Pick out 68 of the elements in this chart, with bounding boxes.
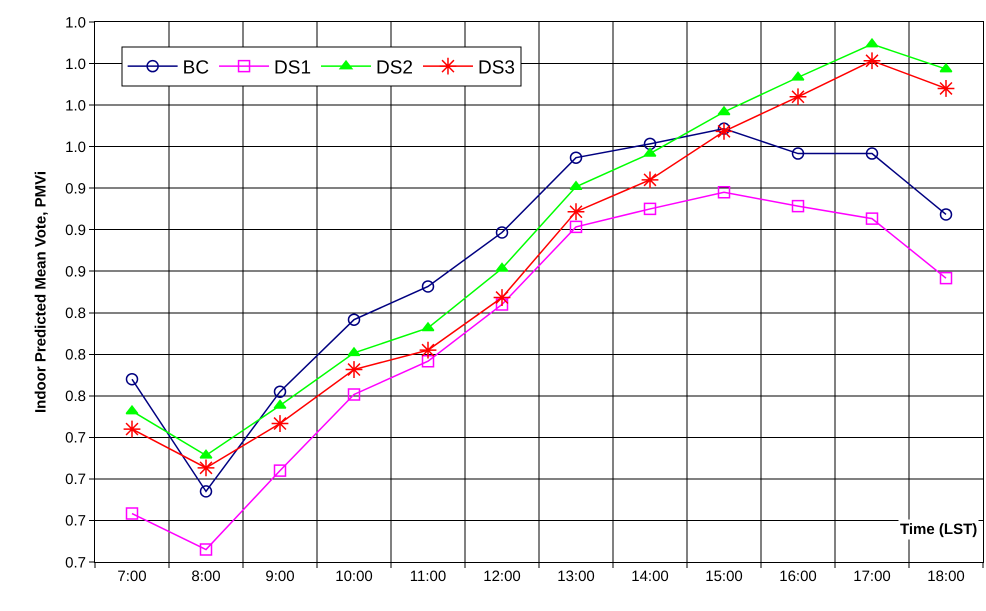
y-tick-label: 0.9 — [65, 180, 86, 198]
point — [570, 220, 582, 234]
point — [274, 464, 286, 477]
point — [792, 200, 804, 212]
point — [566, 202, 586, 221]
point — [940, 272, 952, 284]
point — [940, 208, 952, 221]
point — [422, 354, 434, 368]
point — [348, 313, 360, 326]
x-tick-label: 15:00 — [705, 568, 743, 585]
point — [644, 202, 656, 216]
point — [126, 507, 138, 520]
y-tick-label: 0.8 — [65, 388, 86, 406]
point — [792, 147, 804, 160]
y-tick-label: 0.9 — [65, 263, 86, 280]
x-tick-label: 16:00 — [779, 568, 817, 585]
y-tick-label: 0.7 — [65, 430, 86, 447]
x-tick-label: 10:00 — [335, 568, 373, 585]
x-axis-title: Time (LST) — [900, 521, 978, 538]
x-tick-label: 8:00 — [191, 568, 221, 585]
point — [126, 372, 138, 386]
legend-label: DS2 — [376, 58, 413, 79]
legend-label: DS3 — [478, 58, 515, 79]
x-tick-label: 18:00 — [927, 568, 965, 585]
x-tick-label: 13:00 — [557, 568, 595, 585]
point — [936, 79, 956, 98]
point — [788, 88, 808, 106]
point — [196, 458, 216, 477]
point — [866, 147, 878, 160]
y-axis-title: Indoor Predicted Mean Vote, PMVi — [32, 171, 50, 413]
x-tick-label: 17:00 — [853, 568, 891, 585]
point — [270, 414, 290, 433]
point — [640, 170, 660, 189]
point — [348, 388, 360, 401]
point — [714, 122, 734, 141]
point — [866, 212, 878, 225]
y-tick-label: 0.8 — [65, 346, 86, 364]
x-tick-label: 11:00 — [410, 568, 446, 585]
point — [344, 360, 364, 379]
legend-label: DS1 — [274, 58, 312, 79]
point — [862, 52, 882, 70]
legend-label: BC — [182, 58, 210, 79]
point — [570, 151, 582, 164]
y-tick-label: 1.0 — [65, 97, 86, 114]
point — [492, 288, 512, 307]
point — [496, 226, 508, 239]
point — [200, 543, 212, 556]
point — [122, 420, 142, 438]
point — [718, 186, 730, 199]
point — [718, 122, 730, 135]
y-tick-label: 0.7 — [65, 554, 86, 572]
x-tick-label: 9:00 — [265, 568, 295, 585]
y-tick-label: 0.7 — [65, 512, 86, 530]
x-tick-label: 14:00 — [631, 568, 669, 585]
y-tick-label: 1.0 — [65, 138, 86, 156]
point — [418, 341, 438, 360]
x-tick-label: 12:00 — [483, 568, 521, 585]
y-tick-label: 0.9 — [65, 222, 86, 239]
x-tick-label: 7:00 — [117, 568, 147, 585]
point — [644, 138, 656, 150]
point — [200, 485, 212, 498]
point — [422, 280, 434, 293]
y-tick-label: 1.0 — [65, 14, 86, 32]
y-tick-label: 0.7 — [65, 471, 86, 488]
point — [496, 298, 508, 311]
y-tick-label: 0.8 — [65, 305, 86, 322]
point — [274, 385, 286, 398]
y-tick-label: 1.0 — [65, 56, 86, 73]
